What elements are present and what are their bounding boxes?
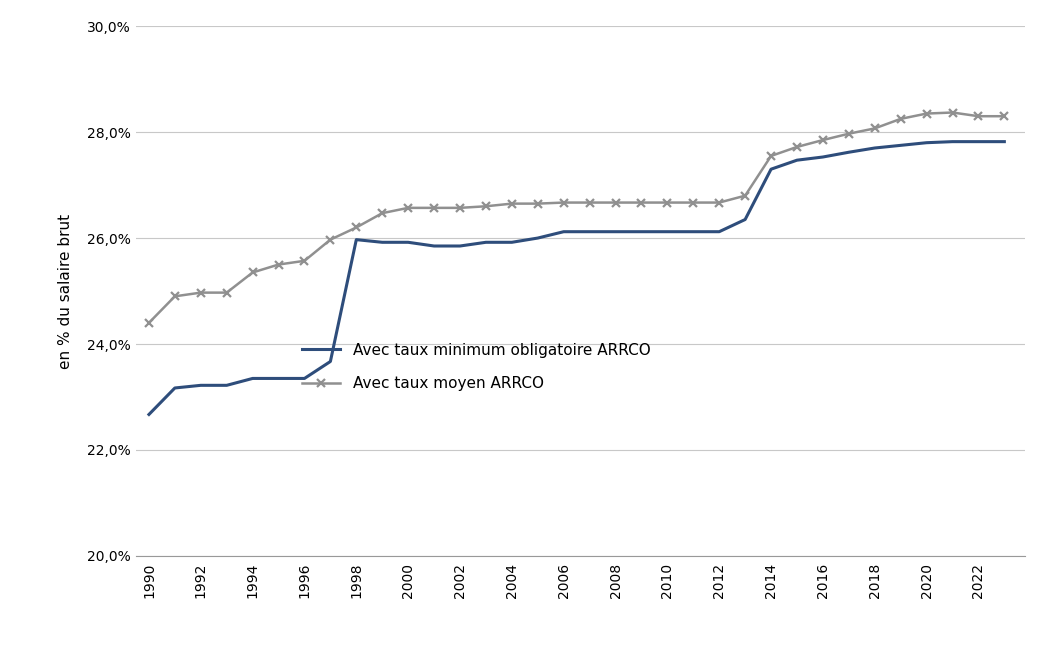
Line: Avec taux minimum obligatoire ARRCO: Avec taux minimum obligatoire ARRCO [149, 142, 1004, 415]
Avec taux moyen ARRCO [221, 288, 233, 296]
Avec taux minimum obligatoire ARRCO [894, 141, 907, 149]
Avec taux minimum obligatoire ARRCO [584, 228, 596, 235]
Avec taux moyen ARRCO [947, 109, 959, 116]
Avec taux moyen ARRCO [505, 199, 518, 207]
Avec taux moyen ARRCO [868, 124, 881, 132]
Y-axis label: en % du salaire brut: en % du salaire brut [58, 213, 72, 369]
Avec taux moyen ARRCO [635, 199, 647, 207]
Avec taux moyen ARRCO [687, 199, 700, 207]
Avec taux moyen ARRCO [558, 199, 570, 207]
Avec taux minimum obligatoire ARRCO [791, 156, 803, 164]
Avec taux moyen ARRCO [480, 202, 493, 210]
Avec taux moyen ARRCO [428, 204, 440, 212]
Avec taux moyen ARRCO [894, 115, 907, 123]
Avec taux minimum obligatoire ARRCO [998, 138, 1010, 146]
Avec taux moyen ARRCO [817, 136, 829, 144]
Avec taux moyen ARRCO [661, 199, 674, 207]
Avec taux minimum obligatoire ARRCO [324, 358, 337, 366]
Avec taux moyen ARRCO [402, 204, 414, 212]
Avec taux moyen ARRCO [920, 110, 933, 118]
Avec taux moyen ARRCO [298, 257, 311, 265]
Avec taux minimum obligatoire ARRCO [272, 375, 285, 383]
Avec taux minimum obligatoire ARRCO [738, 216, 751, 224]
Avec taux minimum obligatoire ARRCO [376, 238, 388, 246]
Avec taux minimum obligatoire ARRCO [168, 384, 181, 392]
Avec taux moyen ARRCO [376, 209, 388, 217]
Avec taux minimum obligatoire ARRCO [687, 228, 700, 235]
Avec taux minimum obligatoire ARRCO [842, 148, 855, 156]
Avec taux moyen ARRCO [972, 112, 984, 120]
Avec taux moyen ARRCO [998, 112, 1010, 120]
Avec taux minimum obligatoire ARRCO [609, 228, 621, 235]
Avec taux moyen ARRCO [350, 224, 363, 232]
Avec taux minimum obligatoire ARRCO [402, 238, 414, 246]
Avec taux moyen ARRCO [713, 199, 726, 207]
Avec taux moyen ARRCO [765, 152, 777, 160]
Avec taux moyen ARRCO [791, 143, 803, 151]
Avec taux minimum obligatoire ARRCO [817, 153, 829, 161]
Avec taux minimum obligatoire ARRCO [298, 375, 311, 383]
Avec taux moyen ARRCO [195, 288, 207, 296]
Avec taux minimum obligatoire ARRCO [221, 381, 233, 389]
Avec taux minimum obligatoire ARRCO [428, 242, 440, 250]
Avec taux minimum obligatoire ARRCO [142, 411, 155, 419]
Avec taux minimum obligatoire ARRCO [531, 234, 544, 242]
Avec taux moyen ARRCO [168, 292, 181, 300]
Avec taux moyen ARRCO [272, 260, 285, 268]
Avec taux moyen ARRCO [324, 235, 337, 243]
Avec taux minimum obligatoire ARRCO [765, 165, 777, 173]
Avec taux minimum obligatoire ARRCO [635, 228, 647, 235]
Avec taux minimum obligatoire ARRCO [972, 138, 984, 146]
Avec taux minimum obligatoire ARRCO [480, 238, 493, 246]
Avec taux minimum obligatoire ARRCO [947, 138, 959, 146]
Avec taux minimum obligatoire ARRCO [350, 235, 363, 243]
Avec taux minimum obligatoire ARRCO [713, 228, 726, 235]
Avec taux moyen ARRCO [842, 129, 855, 137]
Avec taux moyen ARRCO [142, 319, 155, 327]
Avec taux minimum obligatoire ARRCO [558, 228, 570, 235]
Avec taux minimum obligatoire ARRCO [195, 381, 207, 389]
Avec taux minimum obligatoire ARRCO [868, 144, 881, 152]
Avec taux moyen ARRCO [454, 204, 467, 212]
Line: Avec taux moyen ARRCO: Avec taux moyen ARRCO [144, 109, 1008, 327]
Legend: Avec taux minimum obligatoire ARRCO, Avec taux moyen ARRCO: Avec taux minimum obligatoire ARRCO, Ave… [296, 336, 657, 397]
Avec taux minimum obligatoire ARRCO [920, 139, 933, 146]
Avec taux minimum obligatoire ARRCO [661, 228, 674, 235]
Avec taux moyen ARRCO [584, 199, 596, 207]
Avec taux minimum obligatoire ARRCO [505, 238, 518, 246]
Avec taux moyen ARRCO [247, 269, 259, 277]
Avec taux minimum obligatoire ARRCO [247, 375, 259, 383]
Avec taux minimum obligatoire ARRCO [454, 242, 467, 250]
Avec taux moyen ARRCO [738, 192, 751, 199]
Avec taux moyen ARRCO [531, 199, 544, 207]
Avec taux moyen ARRCO [609, 199, 621, 207]
